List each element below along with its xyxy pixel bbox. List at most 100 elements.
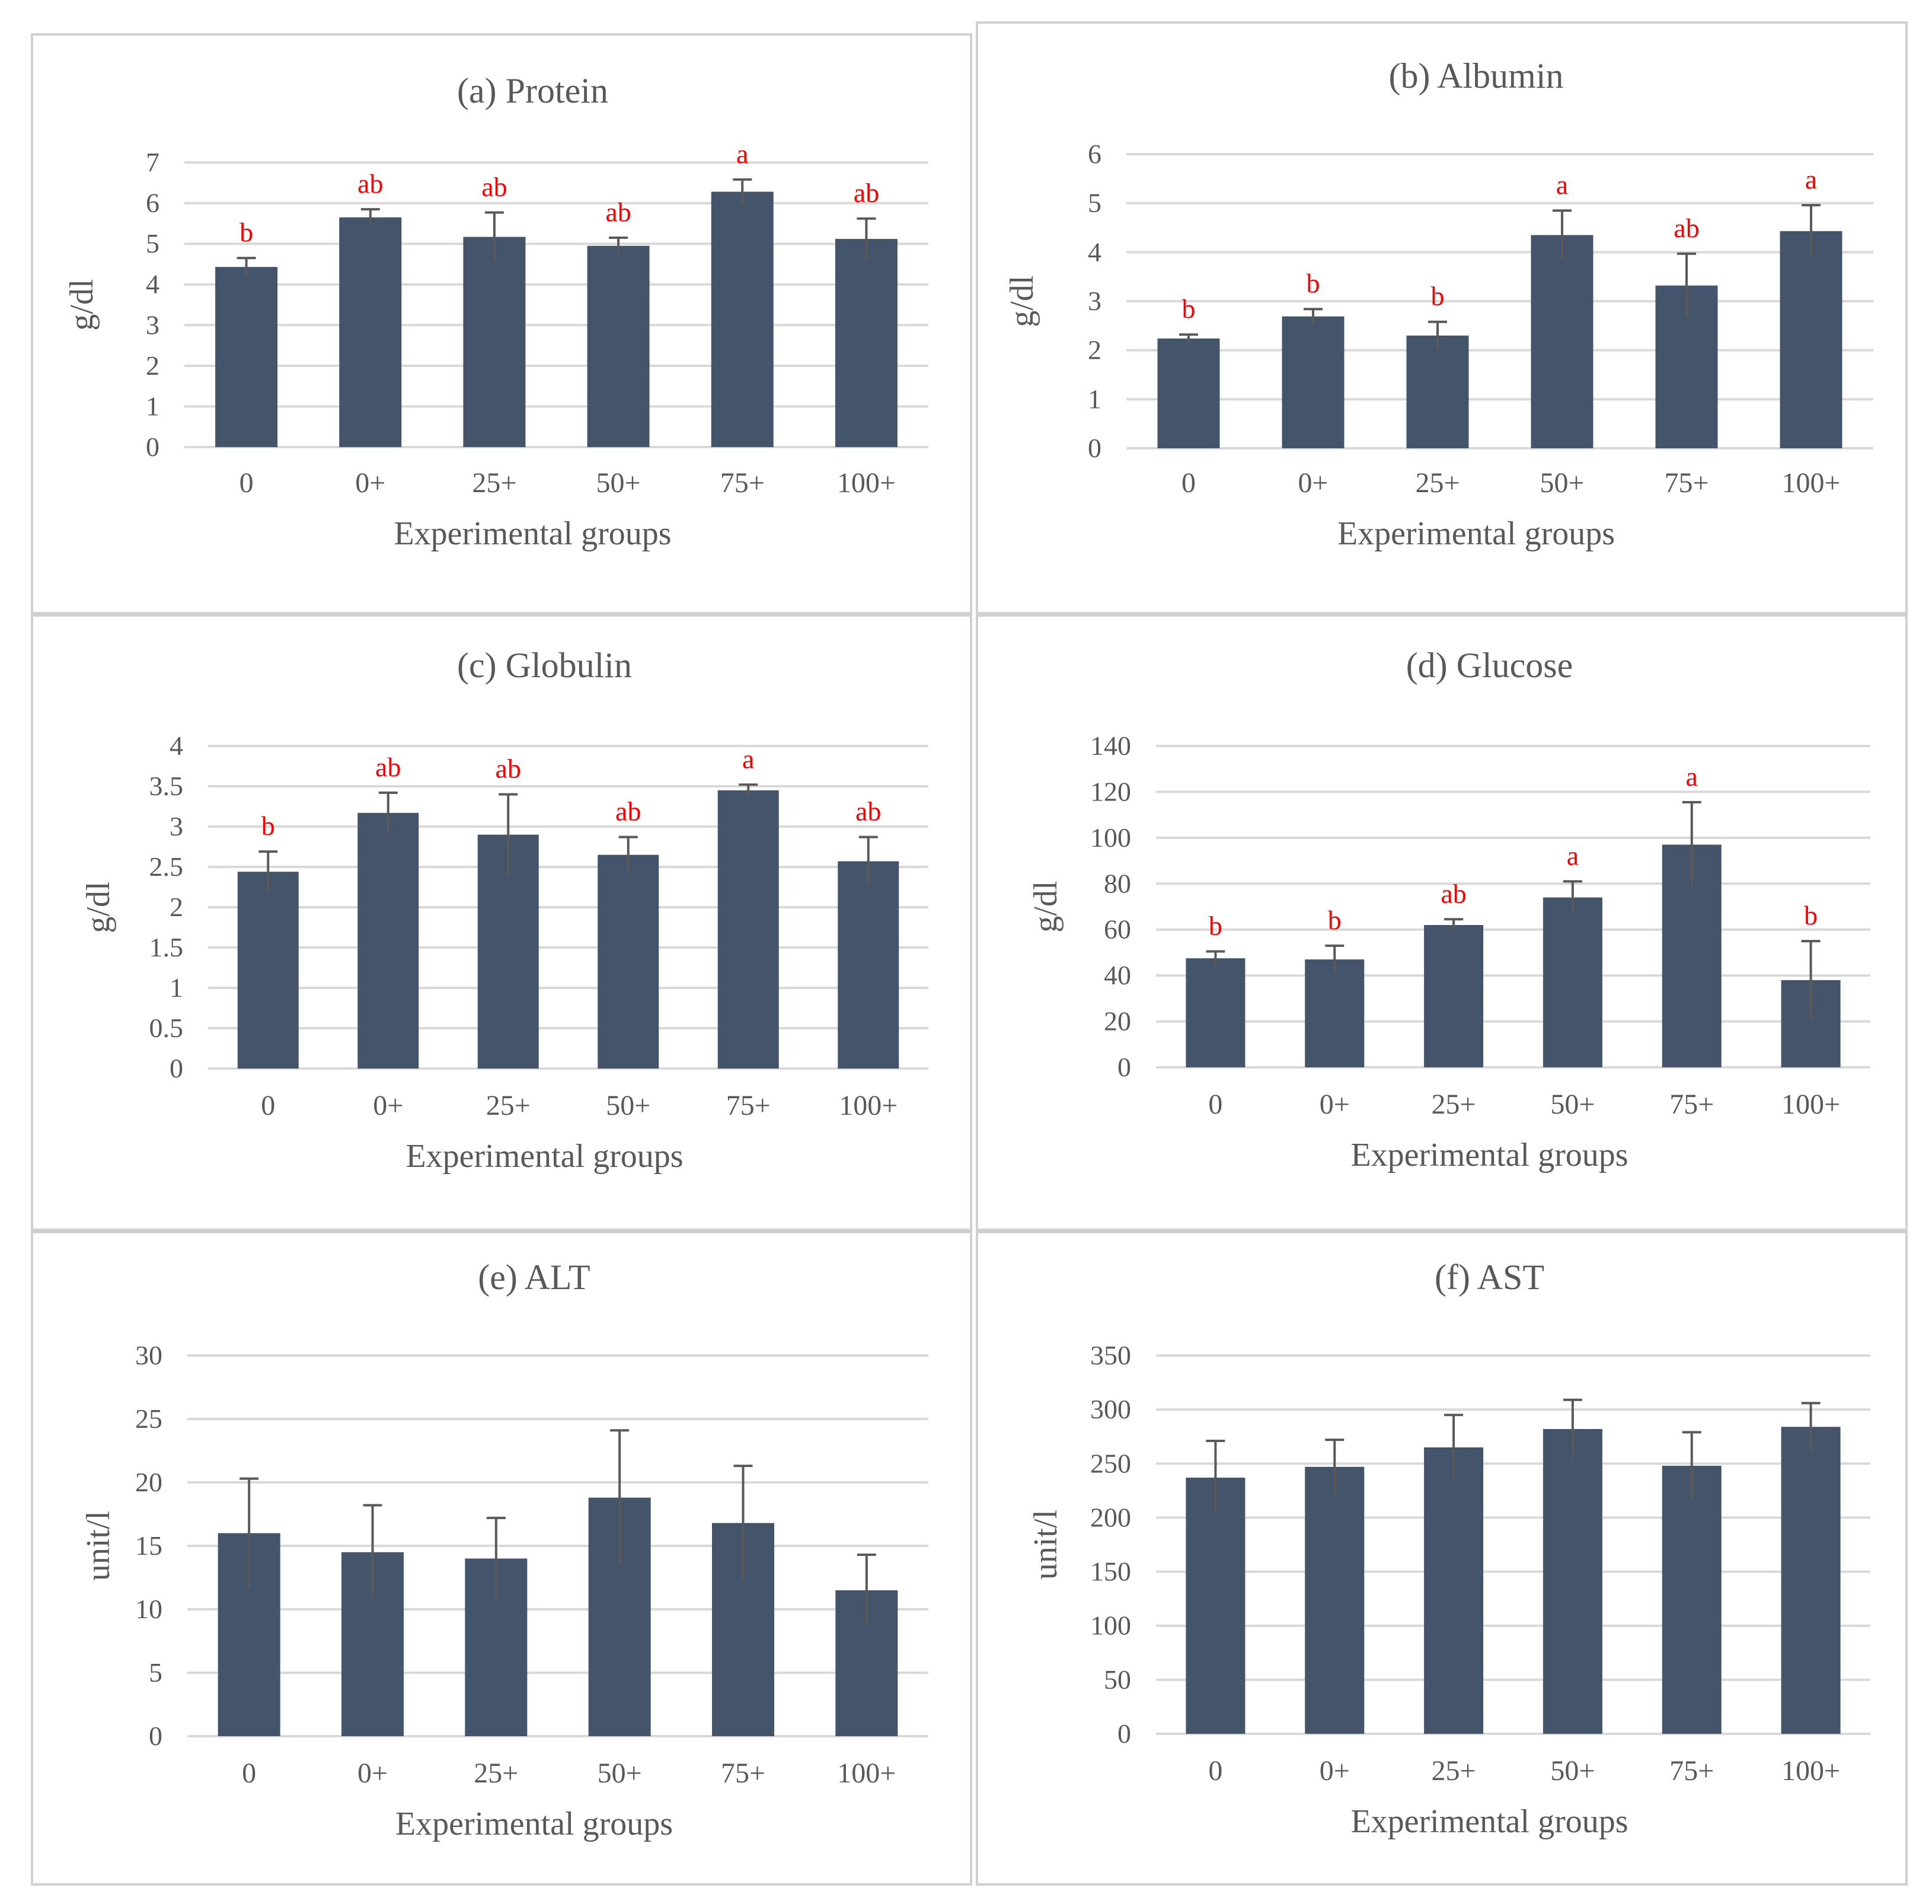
chart-panel-glucose: 0 20 40 60 80 100 120 140 0 b 0+ b 25+ ab 50+ a 75+ a 100+… [976,614,1908,1231]
protein-bar [835,238,898,447]
globulin-bar [598,854,659,1069]
protein-y-tick-label: 7 [146,147,159,177]
albumin-x-tick-label: 100+ [1781,467,1840,499]
alt-chart: 0 5 10 15 20 25 30 0 0+ 25+ 50+ 75+ 100+ (e) ALT Exper… [80,1258,928,1842]
globulin-y-tick-label: 1 [170,972,183,1003]
glucose-y-axis-label: g/dl [1027,881,1064,932]
glucose-significance-letter: a [1686,761,1698,792]
ast-x-tick-label: 100+ [1781,1755,1840,1787]
protein-significance-letter: b [239,217,253,247]
glucose-x-tick-label: 100+ [1781,1089,1840,1120]
glucose-significance-letter: ab [1441,878,1466,908]
globulin-y-tick-label: 2.5 [149,851,184,882]
globulin-x-axis-label: Experimental groups [405,1138,683,1175]
glucose-y-tick-label: 20 [1104,1006,1131,1036]
globulin-y-tick-label: 2 [170,892,183,922]
ast-x-axis-label: Experimental groups [1350,1803,1628,1840]
ast-x-tick-label: 25+ [1432,1755,1476,1787]
protein-chart-title: (a) Protein [457,71,608,110]
ast-bar [1305,1466,1365,1734]
protein-x-tick-label: 50+ [596,467,641,499]
globulin-y-tick-label: 3 [170,811,183,841]
protein-x-tick-label: 100+ [837,467,896,499]
protein-y-axis-label: g/dl [63,279,100,330]
protein-y-tick-label: 6 [146,188,159,218]
chart-panel-ast: 0 50 100 150 200 250 300 350 0 0+ 25+ 50+ 75+ 100+ (f)… [976,1231,1908,1886]
glucose-x-axis-label: Experimental groups [1350,1137,1628,1173]
albumin-y-tick-label: 2 [1088,335,1101,365]
ast-bar [1543,1428,1602,1734]
ast-y-tick-label: 100 [1090,1610,1131,1641]
albumin-significance-letter: b [1182,294,1196,324]
glucose-x-tick-label: 50+ [1550,1089,1595,1120]
ast-x-tick-label: 75+ [1669,1755,1714,1787]
alt-x-tick-label: 75+ [721,1758,765,1789]
globulin-y-tick-label: 1.5 [149,932,184,962]
albumin-y-tick-label: 4 [1088,237,1101,267]
protein-bar [215,267,278,447]
globulin-x-tick-label: 75+ [726,1090,771,1121]
chart-panel-alt: 0 5 10 15 20 25 30 0 0+ 25+ 50+ 75+ 100+ (e) ALT Exper… [31,1231,972,1886]
glucose-significance-letter: a [1567,840,1579,870]
albumin-y-tick-label: 0 [1088,433,1101,463]
albumin-chart-title: (b) Albumin [1389,56,1564,95]
ast-bar [1662,1465,1722,1734]
globulin-significance-letter: a [742,744,754,774]
globulin-significance-letter: ab [375,752,401,782]
chart-panel-albumin: 0 1 2 3 4 5 6 0 b 0+ b 25+ b 50+ a 75+ ab 100+ a (b) Albumi… [976,21,1908,614]
alt-x-tick-label: 0+ [357,1758,388,1789]
protein-bar [587,245,650,447]
albumin-bar [1282,316,1345,448]
glucose-y-tick-label: 40 [1104,960,1131,990]
albumin-x-tick-label: 50+ [1540,467,1584,499]
albumin-bar [1406,335,1469,448]
protein-bar [711,192,774,447]
alt-x-tick-label: 100+ [837,1758,896,1789]
glucose-x-tick-label: 0+ [1320,1089,1350,1120]
protein-bar [339,217,402,447]
ast-y-tick-label: 50 [1104,1664,1131,1695]
globulin-significance-letter: ab [615,796,641,827]
chart-panel-globulin: 0 0.5 1 1.5 2 2.5 3 3.5 4 0 b 0+ ab 25+ ab 50+ ab 75+ a 100… [31,614,972,1231]
globulin-x-tick-label: 0+ [373,1090,403,1121]
glucose-chart-title: (d) Glucose [1406,646,1573,685]
protein-x-tick-label: 25+ [472,467,516,499]
glucose-bar [1424,924,1484,1067]
ast-chart-title: (f) AST [1435,1258,1544,1297]
protein-y-tick-label: 4 [146,269,159,299]
albumin-bar [1531,235,1593,448]
globulin-y-tick-label: 3.5 [149,771,184,801]
protein-chart: 0 1 2 3 4 5 6 7 0 b 0+ ab 25+ ab 50+ ab 75+ a 100+ ab (a) Pr… [63,71,928,552]
glucose-bar [1543,897,1602,1067]
glucose-y-tick-label: 140 [1090,731,1131,761]
albumin-y-tick-label: 1 [1088,384,1101,414]
glucose-chart: 0 20 40 60 80 100 120 140 0 b 0+ b 25+ ab 50+ a 75+ a 100+… [1027,646,1870,1173]
albumin-x-axis-label: Experimental groups [1337,515,1615,552]
protein-significance-letter: ab [357,168,383,199]
alt-x-tick-label: 0 [242,1758,256,1789]
ast-bar [1424,1447,1484,1734]
globulin-x-tick-label: 25+ [486,1090,531,1121]
albumin-chart: 0 1 2 3 4 5 6 0 b 0+ b 25+ b 50+ a 75+ ab 100+ a (b) Albumi… [1004,56,1873,552]
alt-y-tick-label: 0 [149,1721,162,1751]
glucose-y-tick-label: 0 [1117,1052,1131,1082]
globulin-y-tick-label: 0 [170,1053,183,1083]
alt-y-tick-label: 30 [135,1340,162,1370]
protein-y-tick-label: 2 [146,350,159,381]
glucose-y-tick-label: 120 [1090,776,1131,806]
ast-x-tick-label: 0+ [1320,1755,1350,1787]
ast-y-tick-label: 150 [1090,1557,1131,1587]
protein-significance-letter: a [736,139,748,169]
protein-y-tick-label: 0 [146,432,159,462]
alt-x-tick-label: 50+ [598,1758,642,1789]
albumin-y-tick-label: 6 [1088,139,1101,169]
protein-y-tick-label: 1 [146,391,159,421]
glucose-y-tick-label: 60 [1104,914,1131,945]
globulin-bar [717,790,779,1069]
alt-chart-title: (e) ALT [478,1258,590,1297]
albumin-x-tick-label: 25+ [1415,467,1460,499]
protein-significance-letter: ab [605,197,631,227]
ast-y-axis-label: unit/l [1027,1510,1064,1580]
ast-y-tick-label: 250 [1090,1448,1131,1478]
ast-bar [1186,1477,1246,1734]
